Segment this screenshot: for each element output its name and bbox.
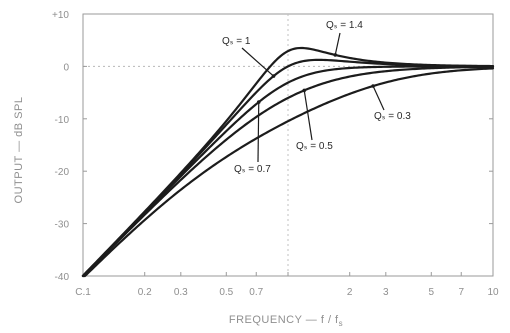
y-axis-ticks: +10 0 -10 -20 -30 -40 [52,10,493,283]
annotation-arrowhead [371,84,375,88]
x-tick-label: 10 [487,287,499,298]
x-tick-label: 0.3 [174,287,188,298]
reference-lines [83,14,493,276]
annotation-label: Qₛ = 0.3 [374,111,411,122]
x-tick-label: 5 [429,287,435,298]
annotation-arrowhead [302,88,307,93]
x-axis-label: FREQUENCY — f / fs [229,314,343,328]
y-tick-label: +10 [52,10,69,21]
x-tick-label: 2 [347,287,353,298]
x-tick-label: C.1 [75,287,91,298]
curve-q-0-3 [81,67,495,278]
x-axis-label-subscript: s [339,319,344,328]
y-tick-label: -40 [55,272,70,283]
annotation-leader [257,102,260,163]
curve-q-0-5 [81,65,495,278]
annotation-arrowhead [333,53,338,57]
annotation-label: Qₛ = 0.5 [296,141,333,152]
x-axis-ticks: C.1 0.2 0.3 0.5 0.7 2 3 5 7 10 [75,272,499,298]
curve-annotations: Qₛ = 1.4 Qₛ = 1 Qₛ = 0.7 Qₛ = 0.5 Qₛ = 0.3 [222,20,411,175]
annotation-leader [334,32,341,56]
annotation-leader [303,90,313,141]
curve-q-1-4 [81,46,495,277]
y-tick-label: -20 [55,167,70,178]
x-tick-label: 0.5 [219,287,233,298]
curve-q-1 [81,58,495,277]
annotation-label: Qₛ = 0.7 [234,164,271,175]
x-tick-label: 3 [383,287,389,298]
y-axis-label: OUTPUT — dB SPL [13,97,25,204]
annotation-arrowhead [256,100,261,104]
y-tick-label: -10 [55,115,70,126]
annotation-arrowhead [271,74,276,78]
annotation-label: Qₛ = 1.4 [326,20,363,31]
x-tick-label: 0.2 [138,287,152,298]
y-tick-label: 0 [63,62,69,73]
y-tick-label: -30 [55,220,70,231]
response-curves [81,46,495,278]
x-axis-label-main: FREQUENCY — f / f [229,314,339,326]
x-tick-label: 7 [458,287,464,298]
annotation-leader [372,85,385,111]
annotation-leader [241,47,274,77]
annotation-label: Qₛ = 1 [222,36,251,47]
x-tick-label: 0.7 [249,287,263,298]
